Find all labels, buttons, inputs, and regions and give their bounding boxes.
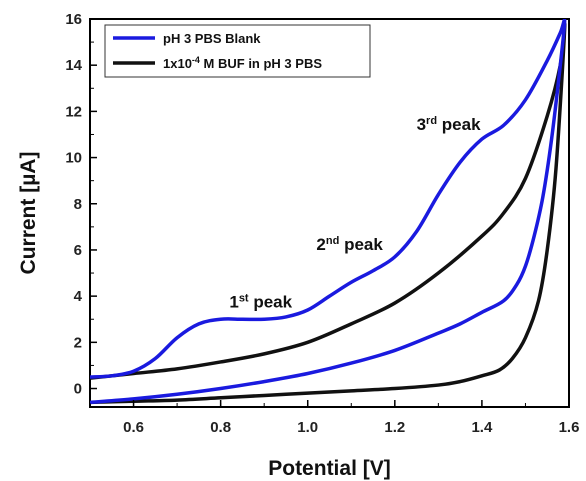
series-line-buf [90, 22, 567, 405]
legend-label-buf-post: M BUF in pH 3 PBS [200, 56, 322, 71]
peak-label-number: 2 [316, 235, 325, 254]
y-tick-label: 12 [65, 103, 82, 120]
x-tick-label: 1.4 [471, 419, 493, 436]
legend-label-buf-sup: -4 [192, 55, 200, 65]
peak-label-word: peak [339, 235, 383, 254]
y-axis-title: Current [µA] [17, 152, 40, 275]
y-tick-label: 6 [74, 242, 82, 259]
peak-label-word: peak [249, 293, 293, 312]
peak-label-2: 2nd peak [316, 235, 383, 254]
y-tick-label: 0 [74, 381, 82, 398]
legend-label-blank: pH 3 PBS Blank [163, 31, 261, 46]
plot-frame [89, 18, 570, 408]
legend-label-buf: 1x10-4 M BUF in pH 3 PBS [163, 55, 322, 71]
y-tick-label: 4 [74, 288, 83, 305]
peak-label-3: 3rd peak [417, 115, 481, 134]
x-tick-label: 1.0 [297, 419, 318, 436]
series-line-blank [90, 19, 567, 405]
peak-label-ordinal: rd [426, 115, 437, 127]
peak-label-1: 1st peak [229, 293, 292, 312]
peak-label-word: peak [437, 115, 481, 134]
x-tick-label: 1.2 [384, 419, 405, 436]
y-tick-label: 2 [74, 334, 82, 351]
x-tick-label: 0.8 [210, 419, 231, 436]
peak-label-ordinal: st [239, 293, 249, 305]
legend-label-buf-pre: 1x10 [163, 56, 192, 71]
y-tick-label: 16 [65, 11, 82, 28]
peak-label-number: 3 [417, 115, 426, 134]
peak-label-ordinal: nd [326, 235, 339, 247]
y-tick-label: 10 [65, 150, 82, 167]
x-axis-title: Potential [V] [268, 457, 391, 480]
legend-box [104, 24, 371, 78]
chart-legend: pH 3 PBS Blank 1x10-4 M BUF in pH 3 PBS [104, 24, 371, 78]
y-tick-label: 8 [74, 196, 82, 213]
peak-label-number: 1 [229, 293, 238, 312]
y-tick-label: 14 [65, 57, 82, 74]
x-tick-label: 1.6 [559, 419, 580, 436]
x-tick-label: 0.6 [123, 419, 144, 436]
